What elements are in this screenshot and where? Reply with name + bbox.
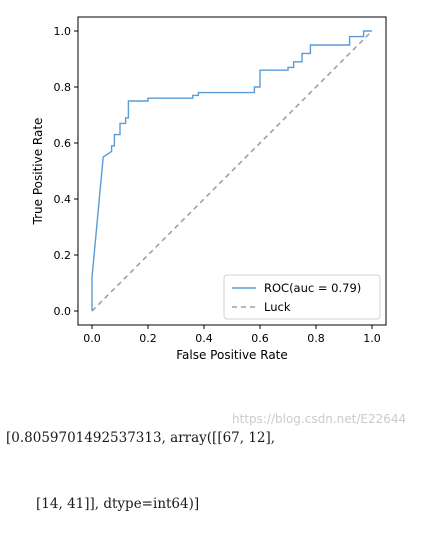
output-line-1: [0.8059701492537313, array([[67, 12], <box>6 430 276 446</box>
y-axis-label: True Positive Rate <box>31 118 45 226</box>
legend-box <box>223 274 381 320</box>
legend-label: ROC(auc = 0.79) <box>264 281 361 295</box>
legend-label: Luck <box>264 300 291 314</box>
y-tick-label: 0.8 <box>54 81 72 94</box>
x-axis-label: False Positive Rate <box>176 348 288 362</box>
x-tick-label: 0.2 <box>139 332 157 345</box>
y-tick-label: 1.0 <box>54 25 72 38</box>
x-tick-label: 0.6 <box>251 332 269 345</box>
console-output: [0.8059701492537313, array([[67, 12], [1… <box>6 383 416 537</box>
watermark: https://blog.csdn.net/E22644 <box>232 412 407 426</box>
x-tick-label: 1.0 <box>363 332 381 345</box>
series-layer <box>91 30 373 312</box>
x-tick-label: 0.8 <box>307 332 325 345</box>
luck-line <box>91 30 373 312</box>
y-tick-label: 0.0 <box>54 305 72 318</box>
y-tick-label: 0.6 <box>54 137 72 150</box>
output-line-2: [14, 41]], dtype=int64)] <box>6 496 200 512</box>
y-tick-label: 0.4 <box>54 193 72 206</box>
plot-frame <box>77 16 387 326</box>
roc-curve <box>91 30 372 311</box>
roc-chart: 0.0 0.2 0.4 0.6 0.8 1.0 0.0 0.2 0.4 0.6 0.8 1.0 Fa… <box>31 16 387 362</box>
y-tick-label: 0.2 <box>54 249 72 262</box>
x-tick-label: 0.0 <box>83 332 101 345</box>
x-axis-ticks: 0.0 0.2 0.4 0.6 0.8 1.0 <box>83 325 381 345</box>
roc-plot: 0.0 0.2 0.4 0.6 0.8 1.0 0.0 0.2 0.4 0.6 0.8 1.0 Fa… <box>31 16 387 362</box>
x-tick-label: 0.4 <box>195 332 213 345</box>
y-axis-ticks: 0.0 0.2 0.4 0.6 0.8 1.0 <box>54 25 78 318</box>
legend: ROC(auc = 0.79) Luck <box>223 274 381 320</box>
